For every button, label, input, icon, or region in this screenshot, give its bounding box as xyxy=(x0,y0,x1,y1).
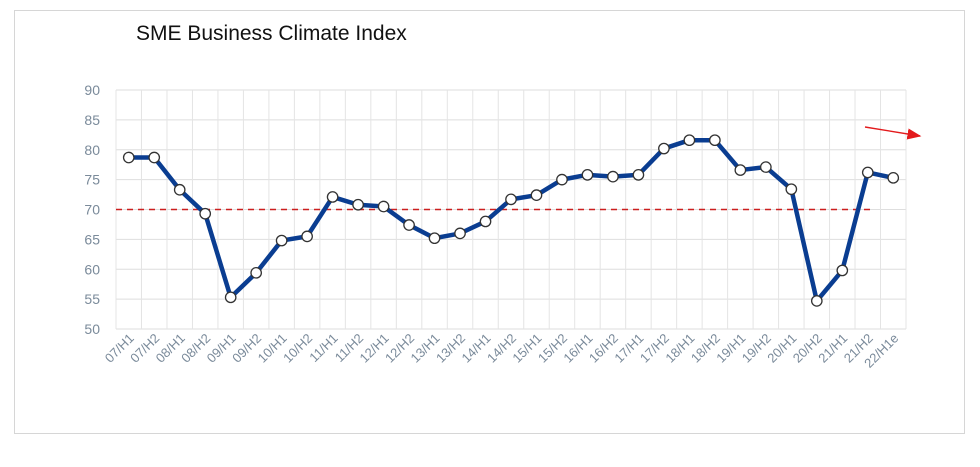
data-point xyxy=(148,151,161,164)
y-tick-label: 60 xyxy=(84,261,100,277)
chart-title: SME Business Climate Index xyxy=(136,22,407,45)
y-tick-label: 70 xyxy=(84,202,100,218)
data-point xyxy=(556,173,568,186)
data-point xyxy=(683,134,696,147)
data-point xyxy=(224,291,237,304)
data-point xyxy=(428,232,441,245)
y-tick-label: 75 xyxy=(84,172,100,188)
data-point xyxy=(581,168,594,181)
data-point xyxy=(709,134,721,147)
data-point xyxy=(173,183,186,196)
trend-arrow xyxy=(864,126,922,140)
x-tick-label: 10/H2 xyxy=(280,331,315,366)
data-point xyxy=(658,142,670,155)
data-point xyxy=(454,227,466,240)
data-point xyxy=(199,207,212,220)
data-point xyxy=(301,230,313,243)
y-tick-label: 50 xyxy=(84,321,100,337)
y-tick-label: 90 xyxy=(84,82,100,98)
data-point xyxy=(530,189,543,202)
data-point xyxy=(326,191,339,203)
data-point xyxy=(479,215,492,228)
data-point xyxy=(607,170,619,183)
data-point xyxy=(759,161,772,173)
data-point xyxy=(887,171,900,184)
data-point xyxy=(352,198,364,211)
y-tick-label: 65 xyxy=(84,231,100,247)
data-point xyxy=(810,295,823,307)
data-point xyxy=(785,183,798,196)
data-point xyxy=(250,266,263,279)
data-point xyxy=(505,193,517,206)
data-point xyxy=(275,234,288,247)
x-tick-label: 11/H1 xyxy=(306,331,340,365)
y-tick-label: 85 xyxy=(84,112,100,128)
data-point xyxy=(403,219,415,231)
y-tick-label: 80 xyxy=(84,142,100,158)
data-point xyxy=(861,166,874,179)
data-point xyxy=(377,200,390,213)
data-point xyxy=(632,168,645,181)
y-tick-label: 55 xyxy=(84,291,100,307)
data-point xyxy=(734,164,747,176)
data-point xyxy=(836,264,849,277)
data-point xyxy=(122,151,135,164)
